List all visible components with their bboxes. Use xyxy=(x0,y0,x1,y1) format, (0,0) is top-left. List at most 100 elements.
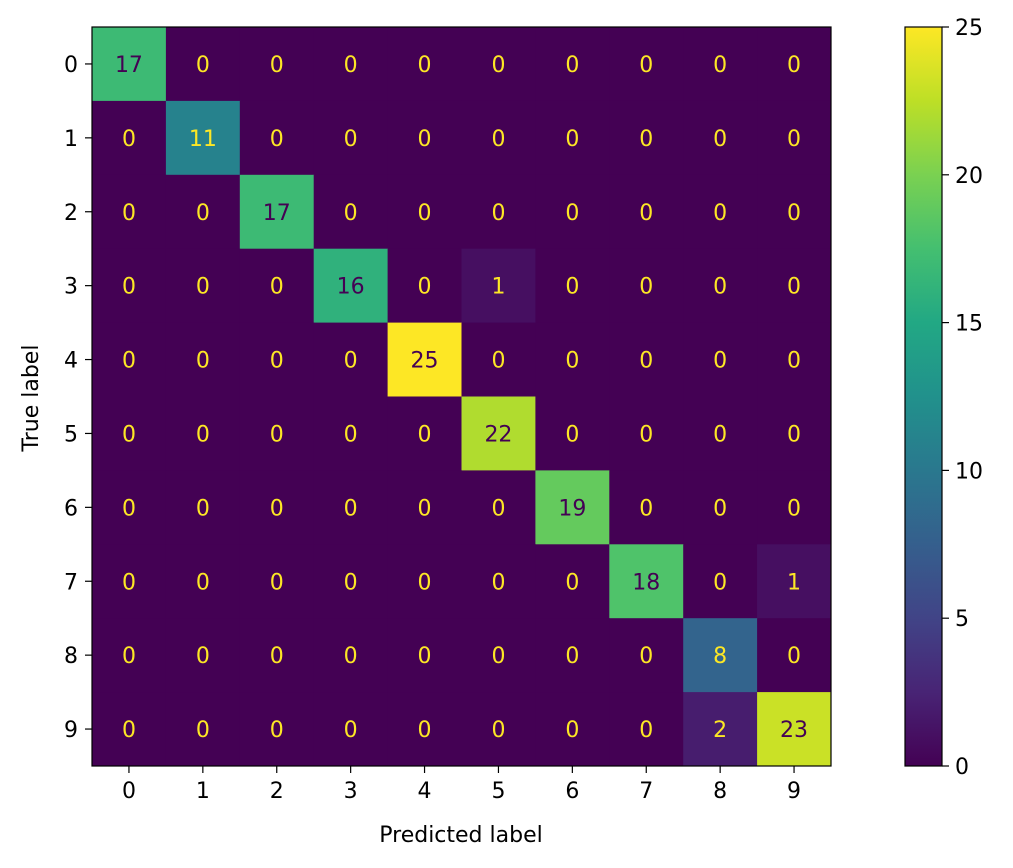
cell-value-label: 0 xyxy=(565,718,579,743)
cell-value-label: 0 xyxy=(344,422,358,447)
heatmap-cell xyxy=(387,470,462,545)
y-tick-label: 4 xyxy=(64,349,78,374)
cell-value-label: 0 xyxy=(491,570,505,595)
y-tick-label: 5 xyxy=(64,422,78,447)
cell-value-label: 0 xyxy=(270,53,284,78)
heatmap-cell xyxy=(757,27,832,102)
cell-value-label: 0 xyxy=(713,422,727,447)
cell-value-label: 0 xyxy=(639,127,653,152)
cell-value-label: 0 xyxy=(491,127,505,152)
cell-value-label: 0 xyxy=(418,644,432,669)
cell-value-label: 0 xyxy=(713,570,727,595)
cell-value-label: 0 xyxy=(639,496,653,521)
cell-value-label: 11 xyxy=(189,127,217,152)
cell-value-label: 0 xyxy=(639,275,653,300)
x-tick-label: 9 xyxy=(787,779,801,804)
heatmap-cell xyxy=(461,544,536,619)
cell-value-label: 0 xyxy=(565,349,579,374)
heatmap-cell xyxy=(92,692,167,767)
heatmap-cell xyxy=(609,618,684,693)
cell-value-label: 0 xyxy=(122,275,136,300)
cell-value-label: 0 xyxy=(565,570,579,595)
cell-value-label: 0 xyxy=(344,201,358,226)
cell-value-label: 0 xyxy=(270,570,284,595)
heatmap-cell xyxy=(239,544,315,619)
cell-value-label: 8 xyxy=(713,644,727,669)
colorbar-tick-label: 25 xyxy=(955,16,983,41)
heatmap-cell xyxy=(461,396,536,471)
colorbar-tick-label: 15 xyxy=(955,312,983,337)
cell-value-label: 0 xyxy=(565,422,579,447)
heatmap-cell xyxy=(461,248,536,324)
heatmap-cell xyxy=(461,618,536,693)
cell-value-label: 0 xyxy=(787,201,801,226)
heatmap-cell xyxy=(239,100,315,176)
heatmap-cell xyxy=(609,174,684,250)
x-tick-label: 8 xyxy=(713,779,727,804)
cell-value-label: 0 xyxy=(491,644,505,669)
heatmap-cell xyxy=(387,692,462,767)
cell-value-label: 17 xyxy=(115,53,143,78)
cell-value-label: 0 xyxy=(418,127,432,152)
heatmap-cell xyxy=(92,100,167,176)
heatmap-cell xyxy=(313,692,389,767)
cell-value-label: 0 xyxy=(344,570,358,595)
cell-value-label: 0 xyxy=(270,127,284,152)
heatmap-cell xyxy=(757,470,832,545)
y-tick-label: 2 xyxy=(64,201,78,226)
heatmap-cell xyxy=(535,544,610,619)
cell-value-label: 0 xyxy=(122,718,136,743)
cell-value-label: 0 xyxy=(787,275,801,300)
heatmap-cell xyxy=(609,27,684,102)
heatmap-cell xyxy=(535,322,610,397)
heatmap-cell xyxy=(387,100,462,176)
x-axis-label: Predicted label xyxy=(379,823,542,848)
heatmap-cell xyxy=(313,544,389,619)
heatmap-cell xyxy=(757,322,832,397)
heatmap-cell xyxy=(165,692,241,767)
cell-value-label: 0 xyxy=(491,349,505,374)
cell-value-label: 0 xyxy=(122,349,136,374)
x-tick-label: 6 xyxy=(565,779,579,804)
cell-value-labels: 17 0 0 0 0 0 0 0 0 00 11 0 0 0 0 0 0 0 00 0 17 0 0 0 0 0 0 00 0 0 16 0 1… xyxy=(115,53,808,743)
cell-value-label: 0 xyxy=(491,718,505,743)
cell-value-label: 0 xyxy=(196,644,210,669)
heatmap-cell xyxy=(535,248,610,324)
cell-value-label: 0 xyxy=(344,349,358,374)
heatmap-cell xyxy=(165,248,241,324)
heatmap-cell xyxy=(239,396,315,471)
heatmap-cell xyxy=(609,396,684,471)
cell-value-label: 2 xyxy=(713,718,727,743)
heatmap-cell xyxy=(757,618,832,693)
heatmap-cell xyxy=(757,174,832,250)
heatmap-cell xyxy=(683,618,758,693)
heatmap-cell xyxy=(683,692,758,767)
heatmap-cell xyxy=(165,100,241,176)
cell-value-label: 0 xyxy=(122,422,136,447)
cell-value-label: 0 xyxy=(565,644,579,669)
cell-value-label: 0 xyxy=(418,718,432,743)
heatmap-cell xyxy=(92,248,167,324)
cell-value-label: 0 xyxy=(196,422,210,447)
heatmap-cell xyxy=(165,544,241,619)
cell-value-label: 0 xyxy=(122,496,136,521)
cell-value-label: 0 xyxy=(787,349,801,374)
y-axis-label: True label xyxy=(19,345,44,453)
heatmap-cell xyxy=(683,174,758,250)
heatmap-cell xyxy=(757,396,832,471)
heatmap-cell xyxy=(387,322,462,397)
heatmap-cell xyxy=(92,27,167,102)
heatmap-cell xyxy=(757,248,832,324)
heatmap-cell xyxy=(387,27,462,102)
y-tick-label: 9 xyxy=(64,718,78,743)
heatmap-cell xyxy=(609,470,684,545)
cell-value-label: 0 xyxy=(787,422,801,447)
heatmap-cell xyxy=(535,27,610,102)
cell-value-label: 0 xyxy=(565,201,579,226)
cell-value-label: 0 xyxy=(639,422,653,447)
cell-value-label: 18 xyxy=(632,570,660,595)
cell-value-label: 0 xyxy=(270,422,284,447)
cell-value-label: 0 xyxy=(196,349,210,374)
cell-value-label: 0 xyxy=(344,127,358,152)
cell-value-label: 0 xyxy=(196,570,210,595)
